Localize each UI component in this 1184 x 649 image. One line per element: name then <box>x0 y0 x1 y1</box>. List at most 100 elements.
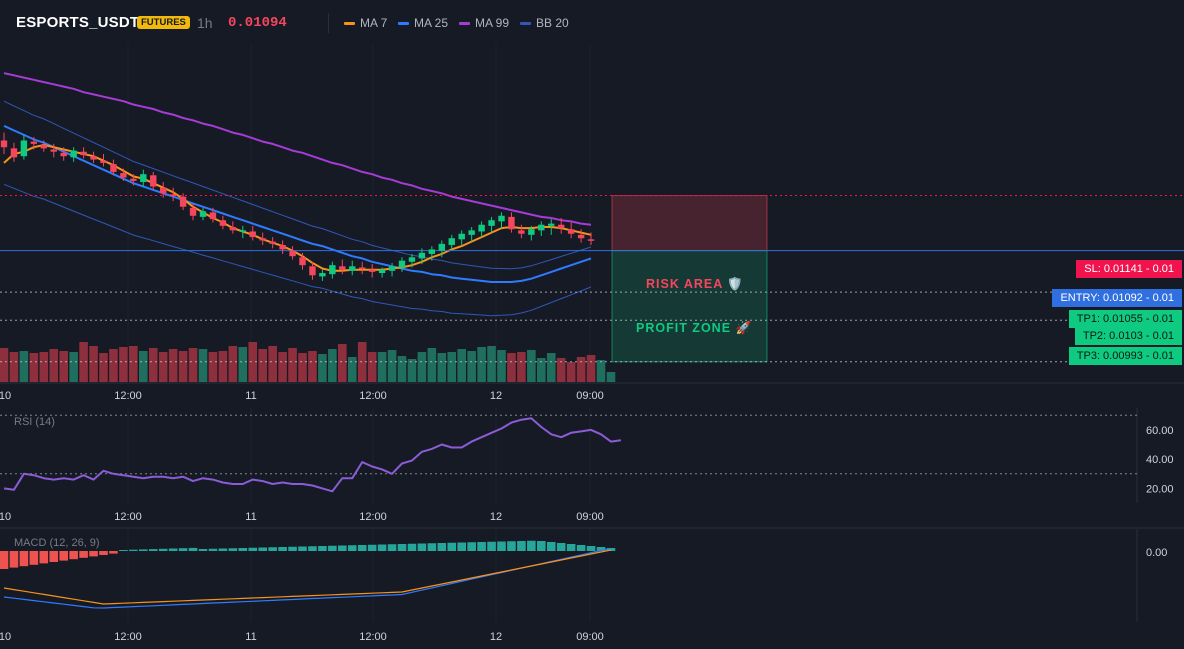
macd-histogram-bar <box>198 549 208 551</box>
macd-histogram-bar <box>417 543 427 551</box>
candle-body <box>319 273 326 277</box>
legend-ma99[interactable]: MA 99 <box>459 16 509 30</box>
volume-bar <box>556 358 566 382</box>
macd-histogram-bar <box>487 541 496 551</box>
volume-bar <box>268 346 277 382</box>
volume-bar <box>467 351 476 382</box>
macd-histogram-bar <box>119 550 128 551</box>
sl-price-chip[interactable]: SL: 0.01141 - 0.01 <box>1076 260 1182 278</box>
volume-bar <box>89 346 98 382</box>
candle-body <box>70 150 77 158</box>
risk-area-label: RISK AREA 🛡️ <box>646 277 744 291</box>
macd-histogram-bar <box>427 543 437 551</box>
volume-bar <box>596 360 606 382</box>
trade-zones <box>611 195 768 363</box>
grid <box>0 45 1184 622</box>
volume-bar <box>178 351 188 382</box>
bb-lower-line <box>3 183 592 317</box>
volume-bar <box>586 355 596 382</box>
ma25-swatch-icon <box>398 21 409 25</box>
macd-histogram-bar <box>99 551 108 555</box>
symbol-title[interactable]: ESPORTS_USDT <box>16 14 140 31</box>
ma99-swatch-icon <box>459 21 470 25</box>
macd-histogram-bar <box>158 548 168 551</box>
volume-bar <box>278 352 287 382</box>
candle-body <box>567 229 575 234</box>
rsi-tick-label: 40.00 <box>1146 454 1174 466</box>
rsi-line <box>3 417 622 493</box>
candle-body <box>577 234 585 239</box>
volume-bar <box>19 351 29 382</box>
risk-area-box <box>611 195 768 252</box>
volume-bar <box>457 349 466 382</box>
candle-body <box>160 187 167 194</box>
entry-price-chip[interactable]: ENTRY: 0.01092 - 0.01 <box>1052 289 1182 307</box>
candle-body <box>80 151 87 156</box>
tp3-price-chip[interactable]: TP3: 0.00993 - 0.01 <box>1068 347 1182 365</box>
macd-histogram-bar <box>576 545 586 551</box>
volume-bar <box>99 353 108 382</box>
legend-bb20[interactable]: BB 20 <box>520 16 569 30</box>
ma99-line <box>3 72 592 226</box>
volume-bar <box>417 352 427 382</box>
volume-bar <box>566 362 576 382</box>
volume-bar <box>318 354 327 382</box>
macd-histogram-bar <box>188 547 198 551</box>
volume-bar <box>69 352 78 382</box>
macd-histogram-bar <box>467 542 476 551</box>
candle-body <box>169 194 177 196</box>
tp1-price-chip[interactable]: TP1: 0.01055 - 0.01 <box>1068 310 1182 328</box>
candle-body <box>448 238 455 245</box>
macd-histogram-bar <box>268 547 277 551</box>
candle-body <box>329 265 336 275</box>
volume-bar <box>9 352 19 382</box>
candle-body <box>458 233 465 240</box>
candle-body <box>488 220 495 226</box>
candle-body <box>299 257 306 266</box>
moving-averages <box>3 72 592 283</box>
legend-ma25[interactable]: MA 25 <box>398 16 448 30</box>
volume-bar <box>347 357 357 382</box>
rsi-pane: RSI (14) 60.00 40.00 20.00 <box>0 414 1174 495</box>
timeframe-label[interactable]: 1h <box>197 15 213 31</box>
candle-body <box>60 152 67 157</box>
candle-body <box>90 156 97 160</box>
volume-bar <box>119 347 128 382</box>
macd-line <box>3 547 612 609</box>
macd-histogram-bar <box>39 551 49 564</box>
candle-body <box>219 220 227 226</box>
macd-histogram-bar <box>109 551 118 554</box>
legend-ma7[interactable]: MA 7 <box>344 16 387 30</box>
macd-histogram-bar <box>9 551 19 568</box>
candle-body <box>528 229 535 235</box>
volume-bar <box>49 349 59 382</box>
volume-bar <box>158 352 168 382</box>
macd-histogram-bar <box>517 541 526 551</box>
macd-signal-line <box>3 549 612 605</box>
volume-bar <box>188 348 198 382</box>
volume-bar <box>367 352 377 382</box>
volume-bar <box>447 352 457 382</box>
macd-histogram-bar <box>507 541 516 551</box>
macd-histogram-bar <box>527 540 536 551</box>
bollinger-bands <box>3 100 592 317</box>
tp2-price-chip[interactable]: TP2: 0.0103 - 0.01 <box>1074 327 1182 345</box>
macd-histogram-bar <box>208 548 218 551</box>
candle-body <box>378 269 386 274</box>
candle-body <box>130 178 137 181</box>
rsi-tick-label: 60.00 <box>1146 425 1174 437</box>
macd-histogram-bar <box>148 549 158 551</box>
ma7-swatch-icon <box>344 21 355 25</box>
candle-body <box>359 267 366 269</box>
candle-body <box>179 196 187 207</box>
candle-body <box>408 257 416 262</box>
candle-body <box>289 250 296 257</box>
volume-bar <box>198 349 208 382</box>
level-lines <box>0 195 1184 363</box>
ma7-line <box>3 144 592 272</box>
candle-body <box>199 211 207 217</box>
macd-histogram-bar <box>338 545 347 551</box>
macd-histogram-bar <box>168 548 178 551</box>
volume-bar <box>148 348 158 382</box>
